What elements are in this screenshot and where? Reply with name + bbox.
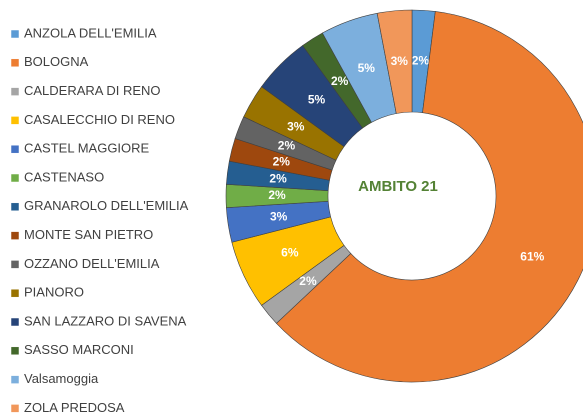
legend-swatch — [10, 29, 20, 39]
legend-swatch — [10, 173, 20, 183]
legend-swatch — [10, 288, 20, 298]
legend-label: PIANORO — [24, 285, 84, 300]
legend-label: SAN LAZZARO DI SAVENA — [24, 313, 187, 328]
legend-label: CASTENASO — [24, 169, 104, 184]
legend-swatch — [10, 404, 20, 413]
data-label: 2% — [412, 53, 430, 67]
legend-label: Valsamoggia — [24, 371, 99, 386]
legend-label: GRANAROLO DELL'EMILIA — [24, 198, 189, 213]
legend-swatch — [10, 144, 20, 154]
data-label: 2% — [269, 171, 287, 185]
donut-slice — [275, 11, 583, 383]
legend-swatch — [10, 346, 20, 356]
legend-swatch — [10, 202, 20, 212]
data-label: 61% — [520, 249, 544, 263]
legend-label: SASSO MARCONI — [24, 342, 134, 357]
donut-slice — [376, 9, 413, 114]
legend-swatch — [10, 231, 20, 240]
data-label: 5% — [308, 93, 326, 107]
legend-label: BOLOGNA — [24, 54, 89, 69]
legend-label: OZZANO DELL'EMILIA — [24, 256, 160, 271]
legend-label: CALDERARA DI RENO — [24, 83, 161, 98]
data-label: 2% — [268, 188, 286, 202]
data-label: 3% — [270, 209, 288, 223]
center-label: AMBITO 21 — [358, 178, 438, 195]
legend-label: ANZOLA DELL'EMILIA — [24, 25, 157, 40]
data-label: 5% — [358, 61, 376, 75]
data-label: 6% — [281, 246, 299, 260]
legend-swatch — [10, 317, 20, 327]
legend-swatch — [10, 375, 20, 384]
legend-swatch — [10, 260, 20, 269]
legend-swatch — [10, 116, 20, 125]
data-label: 2% — [299, 274, 317, 288]
data-label: 3% — [391, 54, 409, 68]
data-label: 2% — [331, 74, 349, 88]
data-label: 2% — [278, 138, 296, 152]
legend-swatch — [10, 87, 20, 96]
legend-label: MONTE SAN PIETRO — [24, 227, 153, 242]
data-label: 2% — [273, 155, 291, 169]
legend-swatch — [10, 58, 20, 68]
legend-label: ZOLA PREDOSA — [24, 400, 125, 415]
legend-label: CASTEL MAGGIORE — [24, 141, 150, 156]
legend-label: CASALECCHIO DI RENO — [24, 112, 175, 127]
data-label: 3% — [287, 119, 305, 133]
